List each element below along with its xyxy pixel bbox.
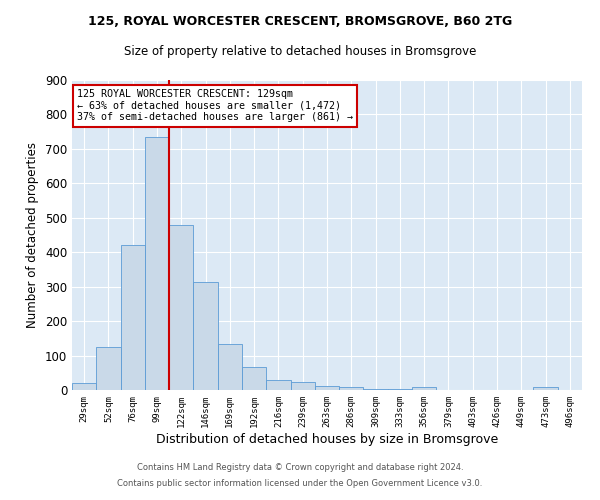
Text: Contains public sector information licensed under the Open Government Licence v3: Contains public sector information licen… [118, 478, 482, 488]
Bar [388, 388, 412, 390]
Bar [339, 386, 364, 390]
Text: 125 ROYAL WORCESTER CRESCENT: 129sqm
← 63% of detached houses are smaller (1,472: 125 ROYAL WORCESTER CRESCENT: 129sqm ← 6… [77, 90, 353, 122]
Bar [315, 386, 339, 390]
Bar [193, 282, 218, 390]
Y-axis label: Number of detached properties: Number of detached properties [26, 142, 40, 328]
Text: 125, ROYAL WORCESTER CRESCENT, BROMSGROVE, B60 2TG: 125, ROYAL WORCESTER CRESCENT, BROMSGROV… [88, 15, 512, 28]
Bar [218, 344, 242, 390]
Bar [242, 366, 266, 390]
Bar [266, 380, 290, 390]
Bar [145, 137, 169, 390]
Bar [169, 224, 193, 390]
Bar [412, 386, 436, 390]
Bar [72, 383, 96, 390]
Text: Size of property relative to detached houses in Bromsgrove: Size of property relative to detached ho… [124, 45, 476, 58]
Bar [96, 347, 121, 390]
Text: Contains HM Land Registry data © Crown copyright and database right 2024.: Contains HM Land Registry data © Crown c… [137, 464, 463, 472]
Bar [290, 382, 315, 390]
Bar [121, 246, 145, 390]
Bar [533, 386, 558, 390]
X-axis label: Distribution of detached houses by size in Bromsgrove: Distribution of detached houses by size … [156, 432, 498, 446]
Bar [364, 388, 388, 390]
